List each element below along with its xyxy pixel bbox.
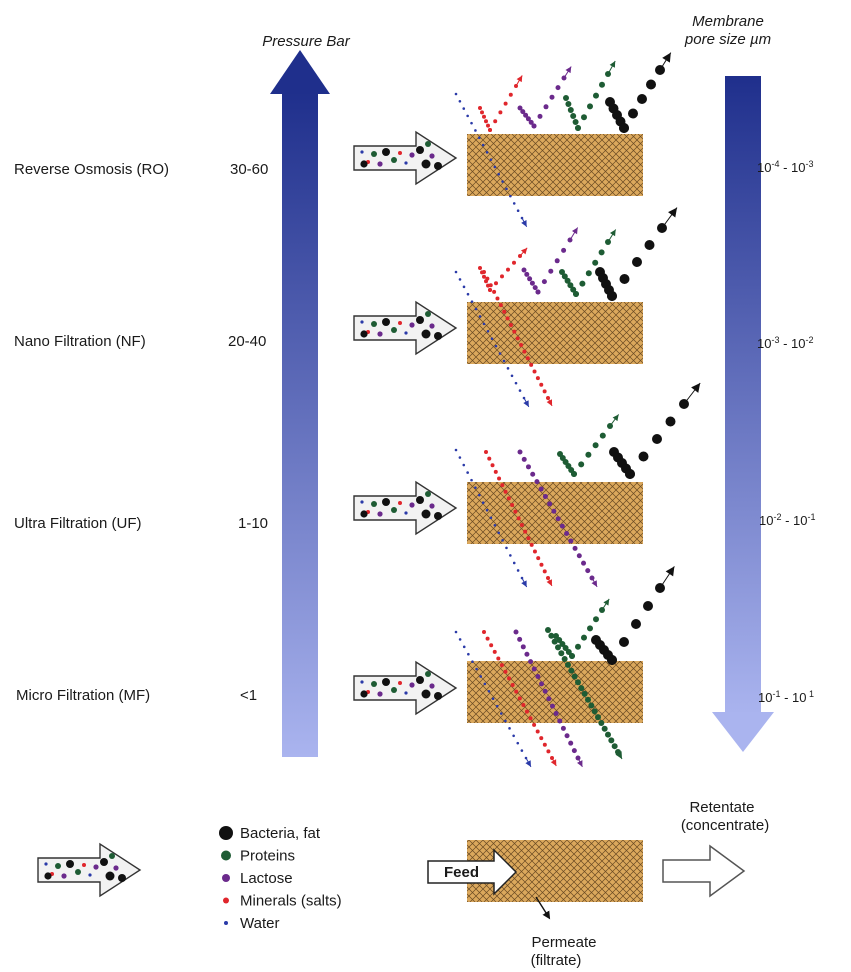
ro-bacteria-vee-out — [619, 52, 672, 133]
mf-minerals-stream — [482, 630, 557, 767]
permeate-arrow — [535, 896, 551, 920]
pressure-bar-title: Pressure Bar — [262, 33, 351, 50]
flow-key: Feed Retentate (concentrate) Permeate (f… — [427, 799, 769, 969]
uf-proteins-vee-out — [571, 414, 620, 477]
feed-arrow — [427, 848, 518, 896]
legend-label-lactose: Lactose — [240, 870, 293, 887]
process-pressure-mf: <1 — [240, 687, 257, 704]
nf-minerals-vee — [478, 247, 528, 292]
feed-arrow-ro — [353, 130, 458, 186]
mf-proteins-vee — [553, 598, 610, 659]
legend-item-lactose: Lactose — [222, 870, 293, 887]
legend-item-proteins: Proteins — [221, 848, 295, 865]
process-row-uf — [353, 382, 701, 588]
process-pore-uf: 10-2 - 10-1 — [759, 512, 816, 528]
legend-swatch-bacteria — [219, 826, 233, 840]
ro-minerals-vee-in — [478, 106, 492, 132]
ro-proteins-vee — [563, 60, 616, 131]
uf-bacteria-vee — [609, 382, 701, 479]
process-name-mf: Micro Filtration (MF) — [16, 687, 150, 704]
pressure-bar-arrow — [270, 50, 330, 757]
nf-minerals-vee-out — [488, 247, 528, 292]
process-pressure-ro: 30-60 — [230, 161, 268, 178]
mf-proteins-vee-out — [569, 598, 610, 659]
legend-label-water: Water — [240, 915, 279, 932]
process-row-ro — [353, 52, 672, 227]
legend-feed-particles — [37, 842, 142, 898]
permeate-sublabel: (filtrate) — [531, 952, 582, 969]
legend-swatch-proteins — [221, 850, 231, 861]
nf-proteins-vee — [559, 229, 617, 297]
nf-bacteria-vee — [595, 207, 678, 301]
retentate-sublabel: (concentrate) — [681, 817, 769, 834]
nf-bacteria-vee-out — [607, 207, 678, 301]
nf-minerals-stream — [482, 270, 553, 407]
process-pore-mf: 10-1 - 10 1 — [758, 689, 814, 705]
legend-feed-arrow — [37, 842, 142, 898]
uf-bacteria-vee-out — [625, 382, 701, 479]
nf-lactose-vee-in — [521, 267, 541, 295]
permeate-label: Permeate — [531, 934, 596, 951]
uf-minerals-stream — [484, 450, 553, 587]
retentate-arrow — [662, 844, 746, 898]
ro-lactose-vee — [517, 66, 572, 129]
membrane-ro — [467, 134, 643, 196]
ro-bacteria-vee — [605, 52, 672, 133]
membrane-nf — [467, 302, 643, 364]
pore-size-title-line1: Membrane — [692, 13, 764, 30]
process-name-ro: Reverse Osmosis (RO) — [14, 161, 169, 178]
legend: Bacteria, fat Proteins Lactose Minerals (sa… — [219, 825, 342, 932]
mf-bacteria-vee-out — [607, 566, 675, 665]
process-row-nf — [353, 207, 678, 408]
feed-label: Feed — [444, 864, 479, 881]
retentate-label: Retentate — [689, 799, 754, 816]
mf-lactose-stream — [513, 629, 583, 768]
process-pore-ro: 10-4 - 10-3 — [757, 159, 814, 175]
nf-water-stream — [454, 270, 530, 408]
process-name-uf: Ultra Filtration (UF) — [14, 515, 142, 532]
process-rows — [353, 52, 701, 768]
legend-item-minerals: Minerals (salts) — [223, 893, 342, 910]
legend-item-water: Water — [224, 915, 279, 932]
legend-item-bacteria: Bacteria, fat — [219, 825, 321, 842]
legend-label-bacteria: Bacteria, fat — [240, 825, 321, 842]
nf-lactose-vee — [521, 227, 579, 295]
legend-label-minerals: Minerals (salts) — [240, 893, 342, 910]
legend-swatch-water — [224, 921, 228, 925]
uf-lactose-stream — [517, 449, 598, 588]
ro-minerals-vee-out — [488, 75, 523, 132]
pore-size-arrow — [712, 76, 774, 752]
feed-arrow-uf — [353, 480, 458, 536]
process-pressure-uf: 1-10 — [238, 515, 268, 532]
process-pore-nf: 10-3 - 10-2 — [757, 335, 814, 351]
ro-lactose-vee-out — [531, 66, 572, 129]
uf-proteins-vee — [557, 414, 620, 477]
legend-label-proteins: Proteins — [240, 848, 295, 865]
mf-water-stream — [454, 630, 532, 768]
nf-proteins-vee-out — [573, 229, 617, 297]
process-name-nf: Nano Filtration (NF) — [14, 333, 146, 350]
mf-proteins-stream — [545, 627, 623, 760]
legend-swatch-minerals — [223, 897, 229, 904]
ro-minerals-vee — [478, 75, 523, 132]
ro-proteins-vee-out — [575, 60, 616, 131]
ro-water-stream — [454, 92, 528, 227]
feed-arrow-mf — [353, 660, 458, 716]
feed-arrow-nf — [353, 300, 458, 356]
mf-bacteria-vee — [591, 566, 675, 665]
nf-lactose-vee-out — [535, 227, 579, 295]
process-pressure-nf: 20-40 — [228, 333, 266, 350]
legend-swatch-lactose — [222, 874, 230, 882]
uf-water-stream — [454, 448, 528, 588]
process-row-mf — [353, 566, 675, 768]
pore-size-title-line2: pore size µm — [684, 31, 771, 48]
